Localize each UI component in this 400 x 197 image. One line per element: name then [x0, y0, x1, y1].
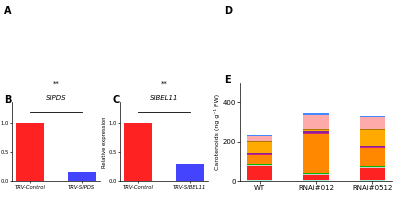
Bar [247, 164, 272, 165]
Bar [247, 141, 272, 142]
Bar [247, 154, 272, 155]
Bar [360, 167, 385, 168]
Bar [303, 115, 329, 129]
Bar [360, 148, 385, 166]
Bar [124, 123, 152, 181]
Bar [360, 180, 385, 181]
Text: A: A [4, 6, 12, 16]
Title: SlPDS: SlPDS [46, 95, 66, 101]
Bar [360, 130, 385, 146]
Bar [303, 173, 329, 174]
Bar [247, 136, 272, 141]
Bar [303, 133, 329, 134]
Bar [303, 129, 329, 130]
Bar [247, 180, 272, 181]
Text: E: E [224, 75, 231, 85]
Bar [360, 146, 385, 147]
Bar [16, 123, 44, 181]
Bar [303, 175, 329, 180]
Bar [303, 131, 329, 133]
Bar [303, 134, 329, 173]
Bar [176, 164, 204, 181]
Bar [247, 165, 272, 166]
Bar [360, 166, 385, 167]
Bar [360, 116, 385, 117]
Bar [247, 142, 272, 153]
Bar [303, 180, 329, 181]
Text: **: ** [161, 81, 167, 87]
Text: C: C [112, 95, 119, 105]
Bar [303, 113, 329, 115]
Bar [360, 129, 385, 130]
Bar [303, 130, 329, 131]
Text: **: ** [53, 81, 59, 87]
Bar [360, 168, 385, 180]
Y-axis label: Carotenoids (ng g⁻¹ FW): Carotenoids (ng g⁻¹ FW) [214, 94, 220, 170]
Text: B: B [4, 95, 11, 105]
Bar [247, 166, 272, 180]
Bar [68, 173, 96, 181]
Bar [360, 117, 385, 129]
Text: D: D [224, 6, 232, 16]
Bar [247, 135, 272, 136]
Bar [247, 155, 272, 164]
Bar [303, 174, 329, 175]
Bar [360, 147, 385, 148]
Bar [247, 153, 272, 154]
Y-axis label: Relative expression: Relative expression [102, 116, 107, 168]
Title: SlBEL11: SlBEL11 [150, 95, 178, 101]
